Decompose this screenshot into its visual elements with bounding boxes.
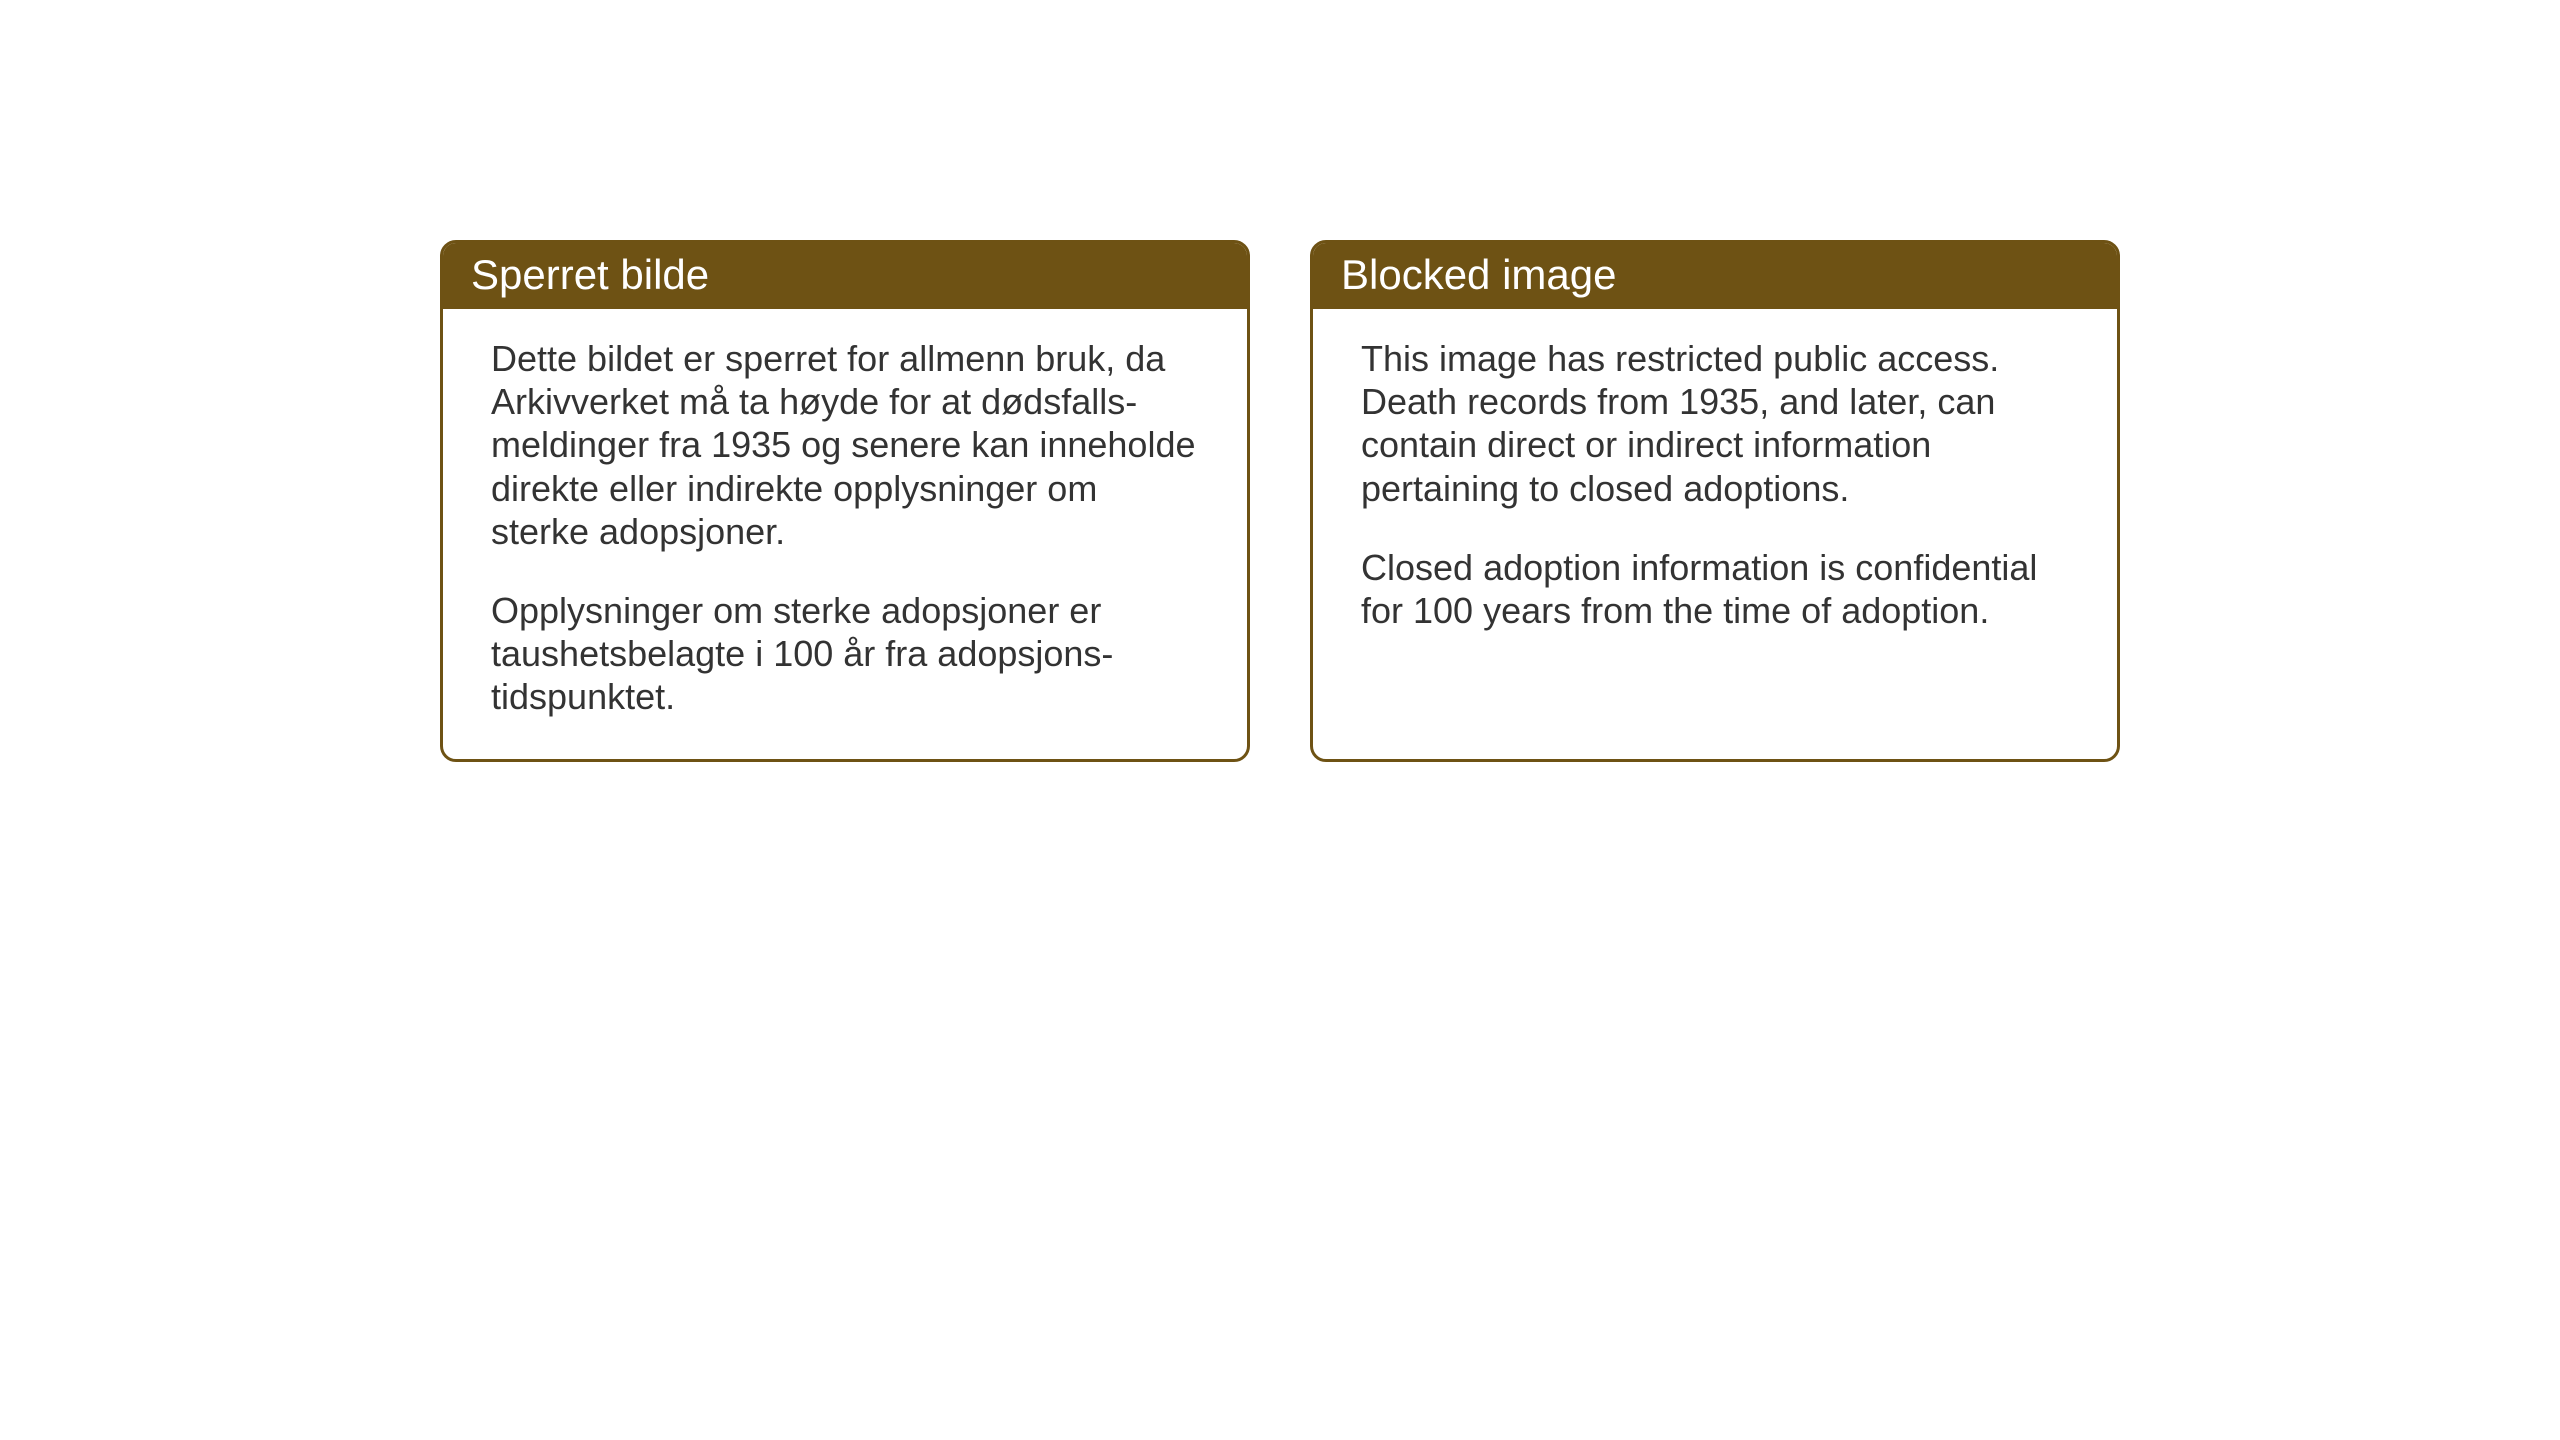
norwegian-paragraph-2: Opplysninger om sterke adopsjoner er tau… (491, 589, 1199, 719)
english-card-body: This image has restricted public access.… (1313, 309, 2117, 672)
norwegian-notice-card: Sperret bilde Dette bildet er sperret fo… (440, 240, 1250, 762)
notice-container: Sperret bilde Dette bildet er sperret fo… (440, 240, 2120, 762)
english-notice-card: Blocked image This image has restricted … (1310, 240, 2120, 762)
norwegian-paragraph-1: Dette bildet er sperret for allmenn bruk… (491, 337, 1199, 553)
english-paragraph-1: This image has restricted public access.… (1361, 337, 2069, 510)
english-card-title: Blocked image (1313, 243, 2117, 309)
norwegian-card-title: Sperret bilde (443, 243, 1247, 309)
norwegian-card-body: Dette bildet er sperret for allmenn bruk… (443, 309, 1247, 759)
english-paragraph-2: Closed adoption information is confident… (1361, 546, 2069, 632)
